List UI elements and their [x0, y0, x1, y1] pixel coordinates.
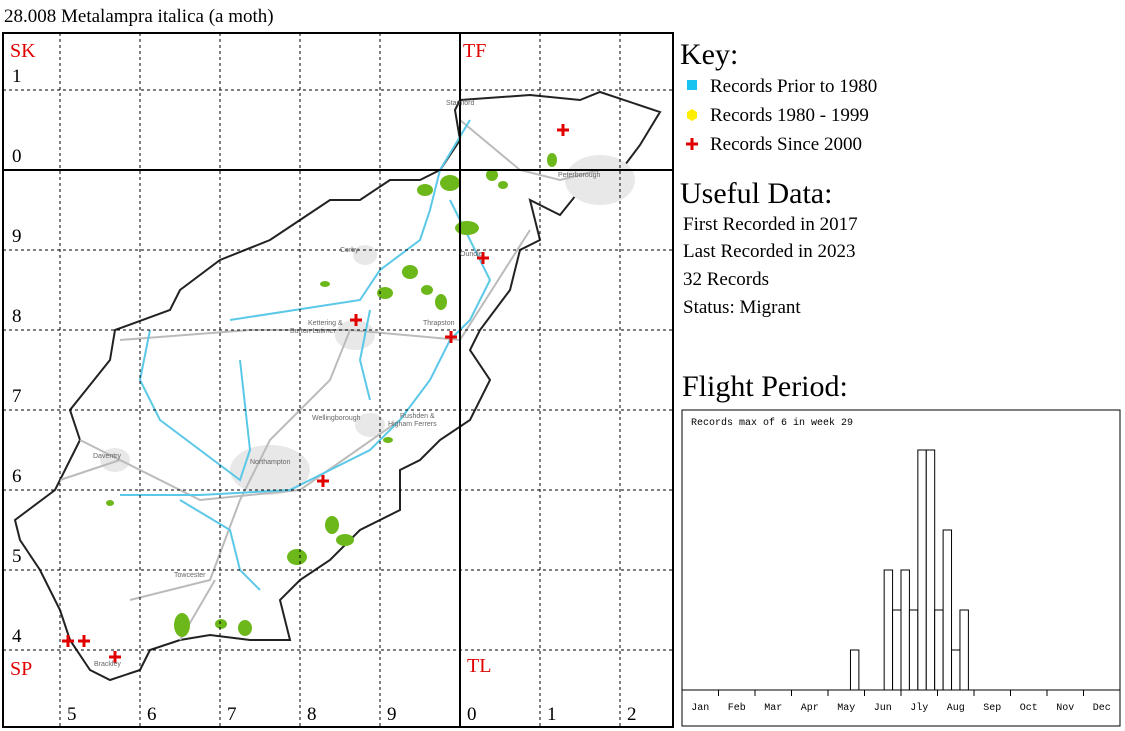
- key-symbol: [687, 80, 697, 90]
- row-label: 0: [12, 146, 22, 167]
- useful-line: First Recorded in 2017: [683, 214, 858, 235]
- col-label: 9: [387, 704, 397, 725]
- bar: [951, 649, 961, 691]
- key-item: Records 1980 - 1999: [710, 105, 869, 126]
- x-tick-label: Sep: [983, 703, 1001, 714]
- town-label: Corby: [340, 247, 359, 254]
- town-label: Northampton: [250, 459, 291, 466]
- x-tick-label: Aug: [947, 703, 965, 714]
- bar: [908, 609, 919, 691]
- roads: [59, 119, 601, 641]
- bar: [900, 569, 910, 691]
- county-outline: [13, 90, 662, 682]
- useful-line: Last Recorded in 2023: [683, 241, 856, 262]
- col-label: 5: [67, 704, 77, 725]
- bar: [959, 609, 969, 691]
- key-title: Key:: [680, 38, 738, 71]
- chart-title: Flight Period: [682, 370, 840, 403]
- x-tick-label: Feb: [728, 702, 746, 714]
- x-tick-label: Jan: [691, 703, 709, 714]
- town-label: Kettering &: [308, 320, 343, 327]
- bar: [917, 449, 927, 691]
- town-label: Thrapston: [423, 320, 455, 327]
- records: [62, 124, 569, 663]
- x-tick-label: Mar: [764, 703, 782, 714]
- x-tick-label: Oct: [1020, 703, 1038, 714]
- bar: [942, 529, 953, 691]
- town-label: Brackley: [94, 661, 121, 668]
- col-label: 8: [307, 704, 317, 725]
- key-symbol: [686, 138, 698, 150]
- bar: [934, 609, 944, 691]
- col-label: 0: [467, 704, 477, 725]
- square-label: TF: [463, 40, 486, 62]
- useful-data: Useful Data: First Recorded in 2017 Last…: [680, 177, 858, 318]
- key-symbol: [687, 109, 697, 121]
- grid-lines: [2, 32, 674, 728]
- useful-title: Useful Data:: [680, 177, 832, 210]
- col-labels: 5 6 7 8 9 0 1 2: [67, 704, 637, 725]
- bar: [892, 609, 902, 691]
- square-label: SP: [10, 658, 32, 680]
- town-label: Towcester: [174, 572, 206, 579]
- bar: [849, 649, 860, 691]
- chart-title-colon: :: [840, 370, 848, 403]
- x-tick-label: Jun: [874, 703, 892, 714]
- bar: [925, 449, 936, 691]
- useful-line: 32 Records: [683, 269, 769, 290]
- bar: [883, 569, 894, 691]
- row-label: 6: [12, 466, 22, 487]
- square-label: SK: [10, 40, 36, 62]
- row-label: 1: [12, 66, 22, 87]
- title: 28.008 Metalampra italica (a moth): [4, 6, 274, 27]
- town-label: Stamford: [446, 100, 475, 107]
- town-label: Rushden &: [400, 413, 435, 420]
- col-label: 6: [147, 704, 157, 725]
- town-label: Peterborough: [558, 172, 601, 179]
- col-label: 2: [627, 704, 637, 725]
- town-label: Oundle: [460, 251, 483, 258]
- towns: Stamford Peterborough Corby Oundle Kette…: [93, 100, 601, 668]
- row-labels: 1 0 9 8 7 6 5 4: [12, 66, 22, 647]
- row-label: 9: [12, 226, 22, 247]
- map: SK TF SP TL 1 0 9 8 7 6 5 4 5 6 7 8 9 0 …: [2, 32, 674, 728]
- town-label: Wellingborough: [312, 415, 361, 422]
- key-item: Records Since 2000: [710, 134, 862, 155]
- key: Key: Records Prior to 1980 Records 1980 …: [680, 38, 877, 155]
- x-tick-label: Dec: [1093, 703, 1111, 714]
- row-label: 5: [12, 546, 22, 567]
- key-item: Records Prior to 1980: [710, 76, 877, 97]
- town-label: Higham Ferrers: [388, 421, 437, 428]
- square-label: TL: [467, 655, 491, 677]
- x-tick-label: Apr: [801, 703, 819, 714]
- x-tick-label: Jly: [910, 702, 928, 714]
- col-label: 1: [547, 704, 557, 725]
- town-label: Daventry: [93, 453, 122, 460]
- x-tick-label: Nov: [1056, 703, 1074, 714]
- col-label: 7: [227, 704, 237, 725]
- row-label: 4: [12, 626, 22, 647]
- row-label: 8: [12, 306, 22, 327]
- x-tick-label: May: [837, 703, 855, 714]
- chart-note: Records max of 6 in week 29: [691, 417, 853, 429]
- row-label: 7: [12, 386, 22, 407]
- useful-line: Status: Migrant: [683, 297, 801, 318]
- town-label: Burton Latimer: [290, 328, 337, 335]
